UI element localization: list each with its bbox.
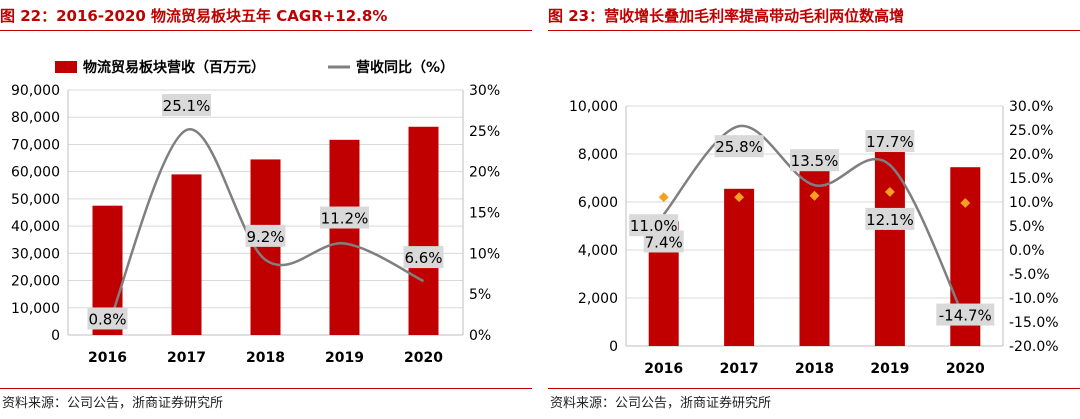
x-tick-label: 2020: [946, 361, 985, 377]
y-tick-label-right: 15.0%: [1009, 171, 1053, 187]
y-tick-label-left: 10,000: [569, 99, 618, 115]
y-tick-label-left: 8,000: [578, 147, 618, 163]
title-rule: [0, 30, 532, 31]
scatter-point: [734, 192, 745, 203]
data-label-bg: [936, 303, 995, 326]
y-tick-label-left: 4,000: [578, 243, 618, 259]
y-tick-label-right: -20.0%: [1009, 339, 1059, 355]
data-label-bg: [162, 94, 211, 117]
x-tick-label: 2019: [870, 361, 909, 377]
bar-2019: [329, 139, 360, 335]
data-label: 9.2%: [246, 228, 284, 246]
bar-2019: [874, 136, 905, 346]
legend-label: 物流贸易板块营收（百万元）: [83, 59, 265, 76]
chart-panel-right: 图 23：营收增长叠加毛利率提高带动毛利两位数高增 0 2,000 4,000 6,0…: [548, 0, 1080, 419]
data-label: 25.1%: [163, 97, 211, 115]
y-tick-label-left: 50,000: [11, 192, 60, 208]
data-label: 0.8%: [88, 310, 126, 328]
data-label: 12.1%: [866, 211, 914, 229]
y-tick-label-right: 25.0%: [1009, 123, 1053, 139]
title-rule: [548, 30, 1080, 31]
source-note: 资料来源：公司公告，浙商证券研究所: [550, 396, 772, 411]
data-label: 6.6%: [404, 249, 442, 267]
bar-2017: [724, 188, 755, 346]
y-tick-label-left: 0: [609, 339, 618, 355]
y-tick-label-left: 90,000: [11, 83, 60, 99]
x-tick-label: 2017: [720, 361, 759, 377]
y-tick-label-left: 20,000: [11, 274, 60, 290]
data-label: 17.7%: [866, 133, 914, 151]
y-tick-label-left: 60,000: [11, 165, 60, 181]
y-tick-label-left: 80,000: [11, 110, 60, 126]
y-tick-label-left: 70,000: [11, 137, 60, 153]
y-tick-label-right: 15%: [469, 206, 500, 222]
y-tick-label-right: 5.0%: [1009, 219, 1045, 235]
y-tick-label-right: 20%: [469, 165, 500, 181]
y-tick-label-left: 40,000: [11, 219, 60, 235]
scatter-point: [960, 198, 971, 208]
y-tick-label-left: 10,000: [11, 301, 60, 317]
data-label-bg: [403, 246, 444, 269]
data-label: 11.0%: [630, 217, 678, 235]
data-label-bg: [714, 135, 764, 158]
y-tick-label-right: 0%: [469, 328, 491, 344]
data-label-bg: [865, 130, 915, 153]
chart-plot: 0 2,000 4,000 6,000 8,000 10,000 -20.0% -15.0% -…: [569, 99, 1059, 377]
chart-title: 图 22：2016-2020 物流贸易板块五年 CAGR+12.8%: [0, 7, 388, 25]
data-label: -14.7%: [939, 307, 992, 325]
y-tick-label-right: 25%: [469, 124, 500, 140]
chart-title: 图 23：营收增长叠加毛利率提高带动毛利两位数高增: [548, 7, 905, 25]
y-tick-label-right: -10.0%: [1009, 291, 1059, 307]
data-label: 7.4%: [645, 233, 683, 251]
data-label-bg: [790, 149, 839, 172]
bar-2020: [408, 126, 439, 335]
chart-panel-left: 图 22：2016-2020 物流贸易板块五年 CAGR+12.8% 0 10,0…: [0, 0, 532, 419]
data-label-bg: [865, 207, 915, 230]
x-tick-label: 2018: [795, 361, 834, 377]
scatter-point: [658, 192, 669, 203]
data-label: 25.8%: [715, 138, 763, 156]
y-tick-label-right: -15.0%: [1009, 315, 1059, 331]
y-tick-label-right: 30.0%: [1009, 99, 1053, 115]
source-rule: [548, 388, 1080, 389]
data-label-bg: [320, 206, 369, 229]
line-series: [662, 124, 967, 322]
data-label-bg: [629, 214, 679, 237]
x-tick-label: 2016: [88, 350, 127, 366]
data-label-bg: [245, 224, 286, 247]
y-tick-label-right: -5.0%: [1009, 267, 1050, 283]
x-tick-label: 2019: [325, 350, 364, 366]
bar-2017: [171, 174, 202, 335]
x-tick-label: 2016: [644, 361, 683, 377]
y-tick-label-left: 6,000: [578, 195, 618, 211]
data-label-bg: [87, 307, 128, 330]
data-label: 13.5%: [791, 152, 839, 170]
y-tick-label-left: 2,000: [578, 291, 618, 307]
source-note: 资料来源：公司公告，浙商证券研究所: [2, 396, 224, 411]
y-tick-label-right: 10%: [469, 246, 500, 262]
scatter-point: [884, 186, 895, 197]
y-tick-label-left: 0: [51, 328, 60, 344]
chart-plot: 0 10,000 20,000 30,000 40,000 50,000 60,000 70,…: [11, 59, 500, 366]
x-tick-label: 2017: [167, 350, 206, 366]
legend-swatch-bar: [55, 61, 77, 73]
legend-label: 营收同比（%）: [356, 59, 454, 76]
data-label: 11.2%: [321, 210, 369, 228]
x-tick-label: 2018: [246, 350, 285, 366]
y-tick-label-left: 30,000: [11, 246, 60, 262]
y-tick-label-right: 0.0%: [1009, 243, 1045, 259]
x-tick-label: 2020: [404, 350, 443, 366]
y-tick-label-right: 10.0%: [1009, 195, 1053, 211]
scatter-point: [809, 190, 820, 201]
y-tick-label-right: 5%: [469, 287, 491, 303]
y-tick-label-right: 30%: [469, 83, 500, 99]
y-tick-label-right: 20.0%: [1009, 147, 1053, 163]
source-rule: [0, 388, 532, 389]
